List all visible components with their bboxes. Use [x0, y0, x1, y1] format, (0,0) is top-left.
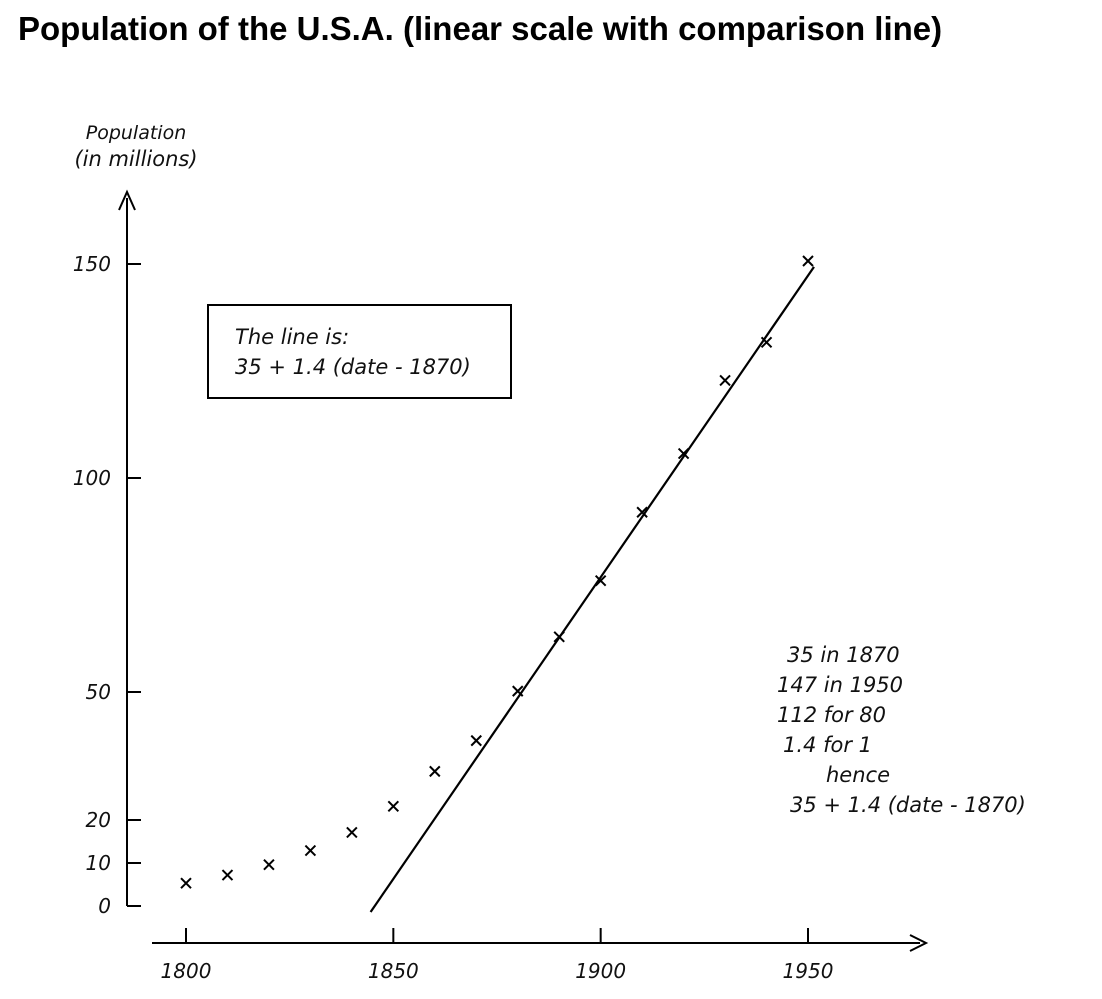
box-annotation-text: 35 + 1.4 (date - 1870)	[235, 355, 471, 379]
x-tick-label: 1900	[575, 959, 626, 983]
y-tick-label: 10	[86, 851, 111, 875]
data-point	[594, 575, 607, 587]
data-point	[221, 869, 234, 881]
y-tick-label: 100	[73, 466, 111, 490]
x-tick-label: 1950	[783, 959, 834, 983]
side-annotation-text: 1.4 for 1	[783, 733, 872, 757]
y-tick-label: 0	[98, 894, 111, 918]
chart-title: Population of the U.S.A. (linear scale w…	[18, 10, 943, 47]
y-axis-label: Population	[86, 122, 187, 144]
y-tick-label: 50	[86, 680, 111, 704]
data-point	[553, 631, 565, 643]
y-tick-label: 20	[86, 808, 111, 832]
annotation-box	[207, 304, 512, 399]
data-point	[263, 859, 275, 871]
data-point	[677, 447, 690, 460]
y-axis-arrow	[118, 189, 136, 211]
x-tick-label: 1800	[161, 959, 212, 983]
y-tick-label: 150	[73, 252, 111, 276]
ticks: 0 10 20 50 100 150 1800 1850 1900 1950	[73, 252, 834, 983]
side-annotation-text: 147 in 1950	[777, 673, 903, 697]
data-point	[636, 506, 648, 518]
data-point	[512, 685, 524, 697]
annotations: The line is: 35 + 1.4 (date - 1870) 35 in …	[207, 304, 1026, 817]
data-points	[180, 255, 814, 889]
side-annotation-text: hence	[826, 763, 890, 787]
data-point	[719, 374, 731, 387]
x-axis-arrow	[909, 934, 929, 952]
data-point	[470, 734, 482, 747]
data-point	[802, 255, 814, 267]
side-annotation-text: 112 for 80	[777, 703, 886, 727]
x-tick-label: 1850	[368, 959, 419, 983]
data-point	[760, 336, 773, 349]
side-annotation-text: 35 in 1870	[787, 643, 900, 667]
side-annotation-text: 35 + 1.4 (date - 1870)	[790, 793, 1026, 817]
comparison-line-layer	[369, 266, 815, 913]
data-point	[304, 844, 317, 857]
data-point	[387, 800, 400, 813]
y-axis-label: (in millions)	[74, 147, 197, 171]
data-point	[346, 826, 358, 839]
box-annotation-text: The line is:	[235, 325, 349, 349]
data-point	[429, 765, 441, 778]
comparison-line	[369, 266, 815, 913]
data-point	[180, 877, 192, 889]
axes: Population (in millions)	[74, 122, 929, 952]
